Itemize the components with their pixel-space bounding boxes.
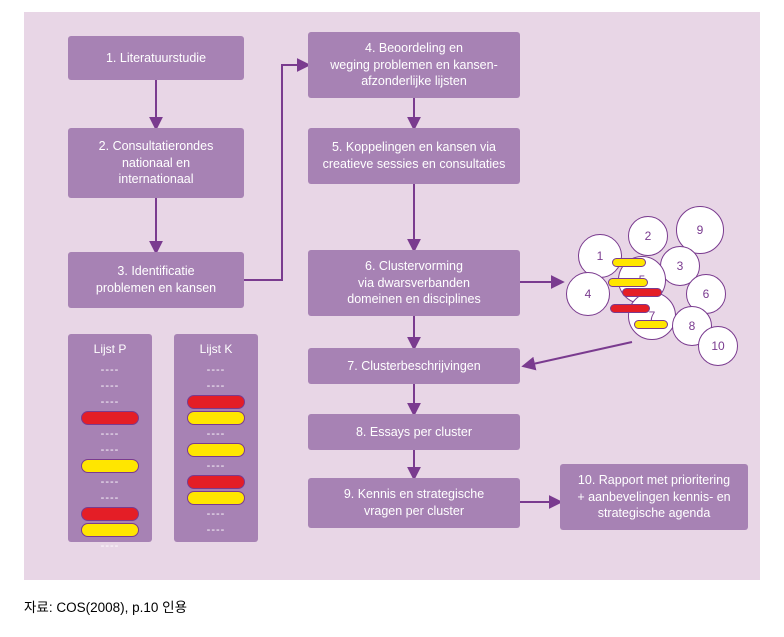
- list-row: [184, 394, 248, 410]
- lijst-title: Lijst K: [184, 342, 248, 356]
- cluster-circle: 2: [628, 216, 668, 256]
- cluster-pill-red: [622, 288, 662, 297]
- list-row: [78, 506, 142, 522]
- flow-node-n5: 5. Koppelingen en kansen via creatieve s…: [308, 128, 520, 184]
- list-pill-red: [81, 411, 139, 425]
- source-caption: 자료: COS(2008), p.10 인용: [24, 596, 187, 616]
- list-row: [78, 458, 142, 474]
- list-row: ----: [78, 426, 142, 442]
- list-row: ----: [184, 426, 248, 442]
- list-dash: ----: [101, 364, 120, 376]
- cluster-pill-red: [610, 304, 650, 313]
- flow-node-n2: 2. Consultatierondes nationaal en intern…: [68, 128, 244, 198]
- cluster-circle-label: 9: [697, 223, 704, 237]
- list-row: ----: [78, 394, 142, 410]
- flow-node-label: 9. Kennis en strategische vragen per clu…: [344, 486, 484, 520]
- list-dash: ----: [207, 524, 226, 536]
- list-dash: ----: [207, 508, 226, 520]
- list-dash: ----: [101, 492, 120, 504]
- list-pill-yellow: [187, 443, 245, 457]
- flow-node-n4: 4. Beoordeling en weging problemen en ka…: [308, 32, 520, 98]
- list-pill-red: [187, 475, 245, 489]
- list-row: [184, 410, 248, 426]
- list-dash: ----: [207, 460, 226, 472]
- cluster-circle-label: 6: [703, 287, 710, 301]
- list-row: ----: [184, 458, 248, 474]
- cluster-circle-label: 4: [585, 287, 592, 301]
- cluster-circle-label: 10: [711, 339, 724, 353]
- list-row: ----: [78, 474, 142, 490]
- cluster-circle: 7: [628, 292, 676, 340]
- flow-node-label: 1. Literatuurstudie: [106, 50, 206, 67]
- list-row: ----: [184, 522, 248, 538]
- list-row: [78, 410, 142, 426]
- list-row: ----: [78, 538, 142, 554]
- cluster-pill-yellow: [612, 258, 646, 267]
- list-row: ----: [78, 442, 142, 458]
- flow-node-label: 5. Koppelingen en kansen via creatieve s…: [323, 139, 506, 173]
- list-pill-yellow: [187, 491, 245, 505]
- cluster-circle-label: 1: [597, 249, 604, 263]
- list-pill-red: [187, 395, 245, 409]
- list-pill-red: [81, 507, 139, 521]
- lijst-title: Lijst P: [78, 342, 142, 356]
- list-row: ----: [78, 490, 142, 506]
- list-dash: ----: [101, 396, 120, 408]
- list-row: [184, 442, 248, 458]
- list-row: [184, 474, 248, 490]
- flow-node-n9: 9. Kennis en strategische vragen per clu…: [308, 478, 520, 528]
- cluster-circle-label: 2: [645, 229, 652, 243]
- cluster-pill-yellow: [634, 320, 668, 329]
- list-dash: ----: [207, 364, 226, 376]
- flow-node-n7: 7. Clusterbeschrijvingen: [308, 348, 520, 384]
- cluster-circle-label: 3: [677, 259, 684, 273]
- flow-node-label: 6. Clustervorming via dwarsverbanden dom…: [347, 258, 480, 309]
- list-row: [78, 522, 142, 538]
- list-pill-yellow: [81, 459, 139, 473]
- list-row: ----: [78, 378, 142, 394]
- list-dash: ----: [101, 444, 120, 456]
- lijst-p-box: Lijst P--------------------------------: [68, 334, 152, 542]
- cluster-diagram: 12934567810: [558, 198, 750, 358]
- list-dash: ----: [101, 540, 120, 552]
- flow-node-label: 2. Consultatierondes nationaal en intern…: [99, 138, 214, 189]
- cluster-circle-label: 8: [689, 319, 696, 333]
- list-row: [184, 490, 248, 506]
- flow-node-n1: 1. Literatuurstudie: [68, 36, 244, 80]
- cluster-pill-yellow: [608, 278, 648, 287]
- list-row: ----: [78, 362, 142, 378]
- list-pill-yellow: [187, 411, 245, 425]
- cluster-circle: 10: [698, 326, 738, 366]
- flow-node-label: 8. Essays per cluster: [356, 424, 472, 441]
- list-dash: ----: [101, 428, 120, 440]
- lijst-k-box: Lijst K ---- ---- ---- ---- ---- ----: [174, 334, 258, 542]
- flow-node-n6: 6. Clustervorming via dwarsverbanden dom…: [308, 250, 520, 316]
- list-dash: ----: [101, 476, 120, 488]
- diagram-canvas: 1. Literatuurstudie 2. Consultatierondes …: [24, 12, 760, 580]
- cluster-circle: 4: [566, 272, 610, 316]
- list-dash: ----: [101, 380, 120, 392]
- flow-node-label: 3. Identificatie problemen en kansen: [96, 263, 216, 297]
- list-dash: ----: [207, 380, 226, 392]
- list-dash: ----: [207, 428, 226, 440]
- flow-node-label: 4. Beoordeling en weging problemen en ka…: [330, 40, 497, 91]
- flow-node-n10: 10. Rapport met prioritering + aanbeveli…: [560, 464, 748, 530]
- flow-node-n3: 3. Identificatie problemen en kansen: [68, 252, 244, 308]
- flow-node-label: 10. Rapport met prioritering + aanbeveli…: [577, 472, 730, 523]
- flow-node-label: 7. Clusterbeschrijvingen: [347, 358, 480, 375]
- flow-node-n8: 8. Essays per cluster: [308, 414, 520, 450]
- list-pill-yellow: [81, 523, 139, 537]
- list-row: ----: [184, 362, 248, 378]
- list-row: ----: [184, 378, 248, 394]
- list-row: ----: [184, 506, 248, 522]
